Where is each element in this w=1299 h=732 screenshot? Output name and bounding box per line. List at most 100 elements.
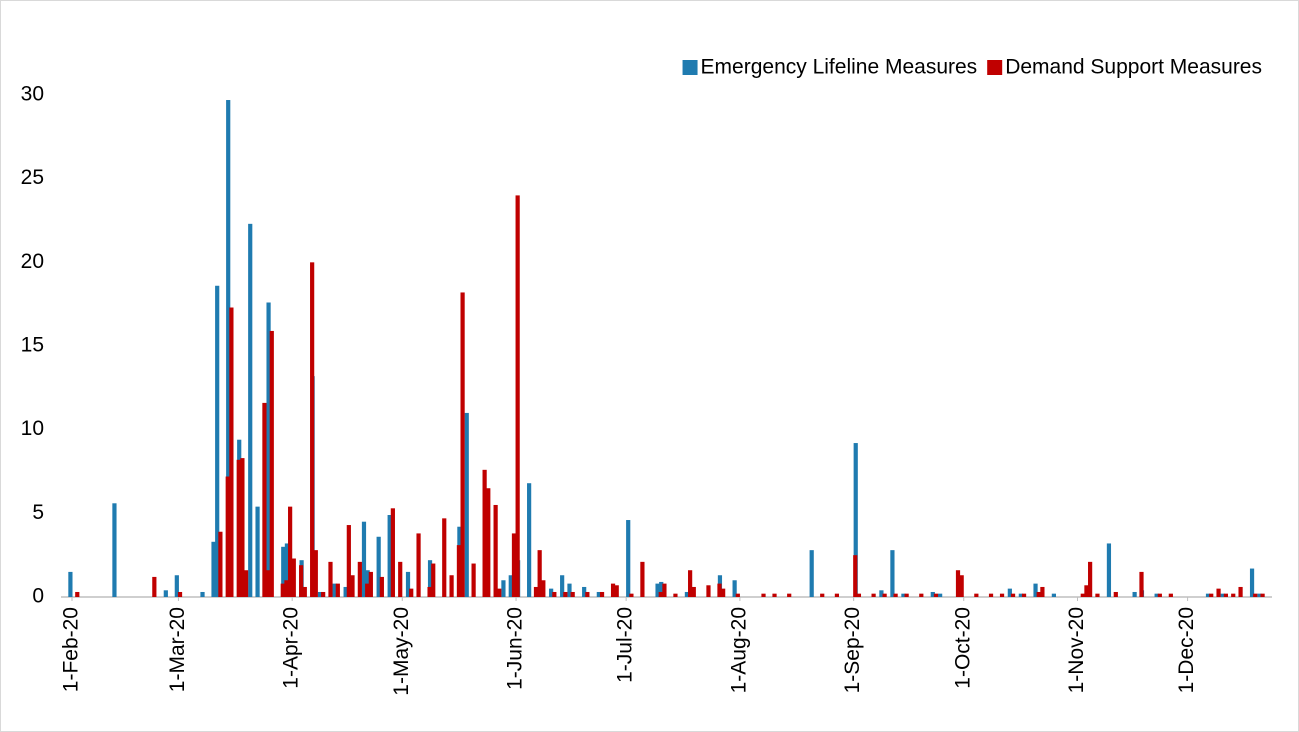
bar (1080, 593, 1085, 597)
bar (431, 563, 436, 597)
x-tick-label: 1-Sep-20 (841, 607, 864, 693)
bar (291, 558, 296, 597)
y-tick-label: 10 (21, 417, 44, 440)
bar (240, 458, 245, 597)
bar (610, 583, 616, 597)
bar (501, 580, 506, 597)
bar (269, 330, 274, 597)
bar (317, 591, 323, 597)
bar (614, 585, 619, 597)
bar (211, 541, 216, 597)
bar (570, 591, 575, 597)
bar (456, 545, 462, 597)
bar (1257, 593, 1262, 597)
bar (68, 571, 73, 597)
bar (313, 550, 318, 597)
bar (1249, 568, 1255, 597)
bar (1157, 593, 1162, 597)
bar (442, 518, 447, 597)
y-tick-label: 15 (21, 334, 44, 357)
bar (262, 402, 267, 597)
bar (904, 593, 909, 597)
bar (893, 593, 898, 597)
legend-label: Emergency Lifeline Measures (701, 56, 978, 79)
bar (152, 576, 157, 597)
x-tick-label: 1-Jun-20 (504, 607, 527, 690)
bar (596, 591, 601, 597)
bar (640, 561, 645, 597)
bar (585, 591, 590, 597)
bar (761, 593, 766, 597)
bar (919, 593, 924, 597)
bar (493, 504, 498, 597)
bar (1084, 585, 1089, 597)
x-tick-label: 1-Apr-20 (280, 607, 303, 689)
bar (662, 583, 667, 597)
bar (787, 593, 792, 597)
bar (959, 575, 964, 597)
bar (599, 591, 605, 597)
bar (225, 476, 230, 597)
bar (1095, 593, 1100, 597)
bar (226, 100, 231, 598)
bar (527, 483, 532, 597)
bar (853, 555, 858, 597)
bar (955, 570, 961, 597)
bar (515, 195, 520, 597)
bar (266, 570, 271, 597)
bar (809, 550, 814, 597)
bar (688, 570, 693, 597)
legend-swatch (682, 60, 698, 75)
bar (1088, 561, 1093, 597)
bar (200, 591, 205, 597)
bar (626, 520, 631, 597)
bar (328, 561, 333, 597)
bar (541, 580, 546, 597)
bar (563, 591, 568, 597)
bar (1113, 591, 1118, 597)
y-tick-label: 5 (32, 501, 44, 524)
bar (284, 543, 290, 597)
bar (229, 307, 234, 597)
bar (1205, 593, 1211, 597)
bar (281, 546, 286, 597)
bar (549, 588, 554, 597)
y-tick-label: 30 (21, 83, 44, 106)
x-tick-label: 1-Dec-20 (1175, 607, 1198, 693)
legend-swatch (987, 60, 1003, 75)
bar (511, 533, 517, 597)
bar (901, 593, 906, 597)
bar (368, 571, 373, 597)
bar (582, 586, 587, 597)
bar (288, 506, 293, 597)
bar (732, 580, 737, 597)
y-tick-label: 25 (21, 166, 44, 189)
bar (567, 583, 572, 597)
x-tick-label: 1-Aug-20 (727, 607, 750, 693)
bar (655, 583, 660, 597)
bar (486, 488, 491, 597)
bar (387, 515, 392, 597)
bar (497, 588, 502, 597)
bar (882, 593, 887, 597)
bar (933, 593, 939, 597)
bar (335, 583, 340, 597)
bar (1216, 588, 1221, 597)
bar (1231, 593, 1236, 597)
bar (280, 583, 285, 597)
bar (284, 580, 289, 597)
bar (820, 593, 825, 597)
bar (537, 550, 542, 597)
bar (390, 508, 395, 597)
bar (1051, 593, 1056, 597)
bar (974, 593, 979, 597)
bar (218, 531, 223, 597)
bar (379, 576, 384, 597)
bar (346, 525, 351, 597)
bar (560, 575, 565, 597)
bar (1220, 593, 1225, 597)
bar (361, 521, 367, 597)
bar (405, 571, 411, 597)
bar (163, 590, 168, 597)
bar (471, 563, 476, 597)
